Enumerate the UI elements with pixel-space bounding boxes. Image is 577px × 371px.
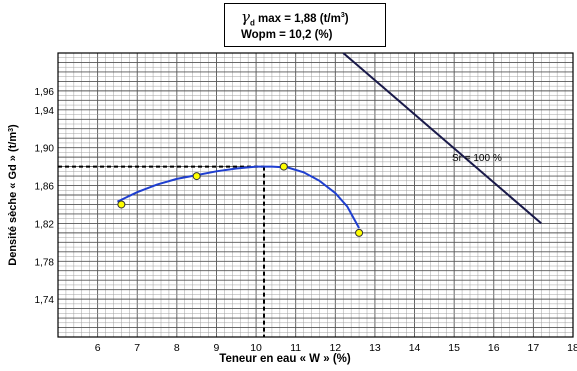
data-point — [355, 228, 364, 237]
x-tick-label: 11 — [290, 342, 301, 354]
x-tick-label: 14 — [409, 342, 421, 354]
y-tick-label: 1,86 — [35, 182, 55, 193]
x-tick-label: 6 — [95, 342, 101, 354]
y-axis-label: Densité sèche « Gd » (t/m3) — [7, 124, 19, 266]
gamma-subscript: d — [249, 18, 255, 28]
x-axis-label: Teneur en eau « W » (%) — [219, 353, 351, 365]
x-tick-label: 12 — [329, 342, 341, 354]
data-point — [279, 162, 288, 171]
data-point — [117, 200, 126, 209]
gamma-max-value: max = 1,88 (t/m — [254, 13, 341, 25]
x-tick-label: 8 — [174, 342, 180, 354]
y-axis-label-close: ) — [7, 124, 19, 128]
plot-frame — [57, 52, 574, 338]
data-point — [192, 172, 201, 181]
y-axis-label-text: Densité sèche « Gd » (t/m — [7, 132, 19, 266]
wopm-line: Wopm = 10,2 (%) — [241, 29, 333, 41]
compaction-curve — [116, 165, 360, 229]
y-tick-label: 1,74 — [35, 295, 55, 306]
gamma-symbol: γ — [241, 8, 250, 26]
x-tick-label: 16 — [488, 342, 500, 354]
gamma-unit-exponent: 3 — [340, 12, 345, 20]
saturation-line — [342, 52, 542, 225]
x-tick-label: 13 — [369, 342, 381, 354]
gamma-unit-close: ) — [344, 13, 349, 25]
chart-series: Sr = 100 % — [58, 52, 542, 337]
y-tick-label: 1,90 — [35, 144, 55, 155]
y-tick-label: 1,82 — [35, 219, 55, 230]
y-tick-label: 1,96 — [35, 87, 55, 98]
x-tick-label: 10 — [250, 342, 262, 354]
gamma-max-line: γd max = 1,88 (t/m3) — [241, 8, 349, 27]
y-axis-label-exponent: 3 — [8, 128, 15, 132]
saturation-line-label: Sr = 100 % — [452, 153, 502, 164]
x-tick-label: 15 — [448, 342, 460, 354]
x-tick-label: 18 — [567, 342, 577, 354]
chart-axes: 6 7 8 9 10 11 12 13 14 15 16 17 18 1,74 1,78 1,82 1,86 1,… — [35, 52, 577, 354]
y-tick-label: 1,78 — [35, 257, 55, 268]
x-tick-label: 9 — [214, 342, 220, 354]
x-tick-label: 17 — [528, 342, 540, 354]
optimum-info-box: γd max = 1,88 (t/m3) Wopm = 10,2 (%) — [224, 3, 386, 47]
y-tick-label: 1,94 — [35, 106, 55, 117]
chart-grid — [57, 52, 574, 338]
x-tick-label: 7 — [134, 342, 140, 354]
